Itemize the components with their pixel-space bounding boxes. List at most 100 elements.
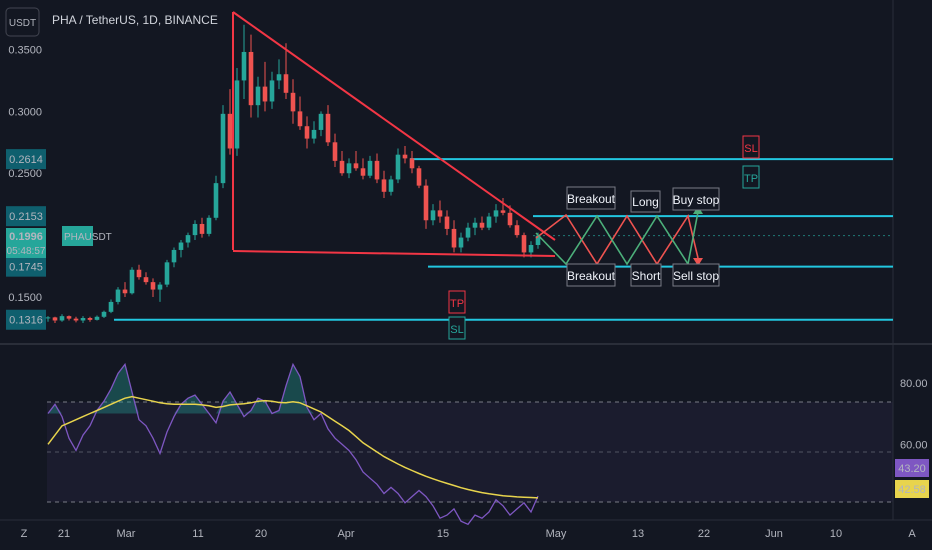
candle-body <box>500 210 506 213</box>
rsi-line <box>47 362 539 526</box>
candle-body <box>206 217 212 234</box>
candle-body <box>45 317 51 319</box>
level-price-tag <box>6 256 46 277</box>
rsi-value-label: 43.20 <box>898 463 926 475</box>
candle-body <box>73 318 79 321</box>
rsi-tick-label: 60.00 <box>900 439 928 451</box>
candle-body <box>248 51 254 106</box>
candle-body <box>388 179 394 192</box>
rsi-value-tag <box>895 480 929 498</box>
candle-body <box>486 216 492 228</box>
tag-text: SL <box>450 324 463 336</box>
candle-body <box>444 216 450 229</box>
candle-body <box>283 74 289 93</box>
rsi-axis: 80.00 60.00 43.20 42.58 <box>895 378 929 498</box>
level-price-tag <box>6 149 46 170</box>
level-price-tag <box>6 206 46 227</box>
level-price-label: 0.1745 <box>9 262 43 274</box>
time-tick-label: 15 <box>437 528 449 540</box>
candle-body <box>423 185 429 221</box>
tag-tp-red[interactable]: TP <box>448 290 466 314</box>
scenario-path-red <box>535 213 699 266</box>
annotation-text: Buy stop <box>673 193 720 207</box>
tag-text: TP <box>450 298 464 310</box>
candle-body <box>59 316 65 321</box>
candle-body <box>325 113 331 143</box>
candle-body <box>514 225 520 236</box>
current-price-label[interactable]: PHAUSDT 0.1996 05:48:57 <box>6 226 112 258</box>
candle-body <box>80 318 86 321</box>
candle-body <box>458 237 464 248</box>
candle-body <box>192 223 198 236</box>
candle-body <box>108 301 114 312</box>
candle-body <box>255 86 261 106</box>
candle-body <box>234 80 240 149</box>
candle-body <box>493 210 499 217</box>
time-tick-label: May <box>546 528 567 540</box>
candle-body <box>297 111 303 127</box>
level-price-label: 0.2614 <box>9 154 43 166</box>
annotation-sell-stop[interactable]: Sell stop <box>672 263 720 287</box>
candle-body <box>360 168 366 176</box>
annotation-text: Short <box>632 269 661 283</box>
candle-body <box>178 242 184 250</box>
time-axis[interactable]: 21 Mar 11 20 Apr 15 May 13 22 Jun 10 <box>58 528 842 540</box>
candle-body <box>199 223 205 234</box>
candle-body <box>276 74 282 81</box>
annotation-text: Breakout <box>567 192 616 206</box>
candle-body <box>465 227 471 238</box>
price-label-countdown: 05:48:57 <box>7 246 46 257</box>
annotation-long[interactable]: Long <box>630 190 661 213</box>
time-tick-label: Jun <box>765 528 783 540</box>
candle-body <box>451 228 457 248</box>
time-tick-label: Mar <box>117 528 136 540</box>
rsi-value-tag <box>895 459 929 477</box>
candle-body <box>318 113 324 130</box>
candle-body <box>346 163 352 174</box>
rsi-indicator <box>47 362 539 526</box>
level-price-label: 0.2153 <box>9 211 43 223</box>
rsi-overbought-fill <box>48 364 538 414</box>
rsi-tick-label: 80.00 <box>900 378 928 390</box>
candlesticks <box>45 24 541 323</box>
annotation-buy-stop[interactable]: Buy stop <box>672 187 720 211</box>
tag-sl-green[interactable]: SL <box>448 316 466 340</box>
candle-body <box>129 269 135 294</box>
candle-body <box>101 311 107 317</box>
candle-body <box>164 262 170 285</box>
wedge-lower-trendline <box>232 250 556 257</box>
time-tick-label: 13 <box>632 528 644 540</box>
candle-body <box>52 317 58 321</box>
time-tick-label: 20 <box>255 528 267 540</box>
price-label-symbol: PHAUSDT <box>64 232 112 243</box>
candle-body <box>220 113 226 184</box>
candle-body <box>479 222 485 228</box>
candle-body <box>374 160 380 180</box>
level-price-tag <box>6 309 46 330</box>
tag-text: TP <box>744 173 758 185</box>
candle-body <box>157 284 163 290</box>
time-tick-label: 11 <box>192 528 203 540</box>
price-tick-label: 0.2500 <box>8 168 42 180</box>
candle-body <box>472 222 478 228</box>
currency-button[interactable]: USDT <box>5 7 40 37</box>
wedge-upper-trendline <box>232 11 556 241</box>
candle-body <box>262 86 268 102</box>
symbol-title: PHA / TetherUS, 1D, BINANCE <box>52 13 218 27</box>
candle-body <box>304 126 310 139</box>
tag-sl-red[interactable]: SL <box>742 135 760 159</box>
candle-body <box>528 245 534 253</box>
time-tick-label: 21 <box>58 528 70 540</box>
annotation-short[interactable]: Short <box>630 263 662 287</box>
tag-tp-green[interactable]: TP <box>742 165 760 189</box>
candle-body <box>381 179 387 192</box>
candle-body <box>437 210 443 217</box>
timezone-icon[interactable]: Z <box>21 528 28 540</box>
annotation-breakout-lower[interactable]: Breakout <box>566 263 616 287</box>
annotation-breakout-upper[interactable]: Breakout <box>566 186 616 210</box>
time-tick-label: 22 <box>698 528 710 540</box>
candle-body <box>353 163 359 169</box>
auto-scale-icon[interactable]: A <box>908 528 916 540</box>
